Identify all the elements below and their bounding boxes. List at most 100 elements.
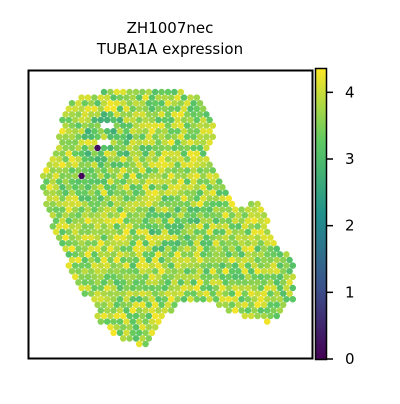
spot bbox=[135, 183, 143, 191]
spot bbox=[107, 99, 114, 107]
spot bbox=[126, 290, 133, 297]
spot bbox=[129, 105, 137, 113]
spot bbox=[91, 172, 98, 180]
spot bbox=[273, 301, 281, 309]
spot bbox=[135, 217, 143, 225]
spot bbox=[100, 245, 108, 253]
spot bbox=[244, 239, 252, 247]
spot bbox=[71, 127, 79, 135]
spot bbox=[103, 284, 111, 292]
spot bbox=[110, 228, 117, 236]
spot bbox=[113, 223, 121, 230]
spot bbox=[100, 167, 108, 174]
spot bbox=[180, 284, 188, 292]
spot bbox=[78, 116, 85, 124]
spot bbox=[145, 290, 153, 297]
spot bbox=[110, 217, 117, 225]
spot bbox=[161, 150, 169, 157]
spot bbox=[193, 105, 201, 113]
spot bbox=[65, 262, 73, 269]
spot bbox=[68, 122, 76, 129]
spot bbox=[110, 284, 117, 292]
spot bbox=[193, 195, 201, 202]
spot bbox=[193, 251, 201, 258]
spot bbox=[283, 284, 290, 292]
spot bbox=[203, 211, 210, 219]
spot bbox=[190, 267, 197, 275]
spot bbox=[100, 200, 108, 208]
spot bbox=[132, 167, 140, 174]
spot bbox=[171, 178, 178, 185]
spot bbox=[260, 245, 268, 253]
spot bbox=[209, 245, 217, 253]
spot bbox=[113, 88, 121, 96]
spot bbox=[241, 223, 249, 230]
spot bbox=[110, 318, 117, 325]
spot bbox=[119, 211, 127, 219]
spot bbox=[212, 239, 220, 247]
spot bbox=[75, 200, 82, 208]
spot bbox=[151, 267, 159, 275]
chart-title-line1: ZH1007nec bbox=[127, 19, 214, 37]
spot bbox=[155, 127, 162, 135]
spot bbox=[174, 284, 181, 292]
spot bbox=[263, 251, 271, 258]
spot bbox=[103, 94, 111, 101]
spot bbox=[94, 290, 101, 297]
spot bbox=[183, 178, 191, 185]
spot bbox=[190, 200, 197, 208]
spot bbox=[190, 133, 197, 141]
spot bbox=[171, 122, 178, 129]
spot bbox=[135, 105, 143, 113]
spot bbox=[91, 161, 98, 169]
spot bbox=[267, 301, 274, 309]
spot bbox=[113, 133, 121, 141]
spot bbox=[68, 234, 76, 241]
spot bbox=[126, 223, 133, 230]
spot bbox=[267, 290, 274, 297]
spot bbox=[247, 290, 255, 297]
spot bbox=[158, 133, 165, 141]
spot bbox=[183, 234, 191, 241]
spot bbox=[81, 245, 89, 253]
spot bbox=[222, 223, 229, 230]
spot bbox=[142, 273, 149, 281]
spot bbox=[187, 273, 194, 281]
spot bbox=[142, 116, 149, 124]
spot bbox=[177, 122, 185, 129]
spot bbox=[187, 150, 194, 157]
spot bbox=[206, 217, 213, 225]
spot bbox=[193, 273, 201, 281]
spot bbox=[225, 217, 233, 225]
spot bbox=[158, 88, 165, 96]
spot bbox=[139, 267, 146, 275]
spot bbox=[193, 217, 201, 225]
spot bbox=[196, 267, 204, 275]
spot bbox=[100, 88, 108, 96]
spot bbox=[212, 206, 220, 213]
spot bbox=[196, 200, 204, 208]
spot bbox=[203, 178, 210, 185]
spot bbox=[71, 228, 79, 236]
spot bbox=[164, 234, 172, 241]
spot bbox=[254, 301, 261, 309]
spot bbox=[267, 312, 274, 320]
spot bbox=[164, 223, 172, 230]
spot bbox=[276, 251, 284, 258]
spot bbox=[139, 133, 146, 141]
spot bbox=[171, 290, 178, 297]
spot bbox=[59, 195, 66, 202]
spot bbox=[148, 150, 156, 157]
spot bbox=[190, 211, 197, 219]
spot bbox=[199, 262, 207, 269]
spot bbox=[148, 273, 156, 281]
spot bbox=[100, 111, 108, 118]
spot bbox=[87, 279, 95, 286]
spot bbox=[183, 133, 191, 141]
spot bbox=[174, 239, 181, 247]
spot bbox=[174, 195, 181, 202]
spot bbox=[119, 144, 127, 152]
spot bbox=[103, 105, 111, 113]
spot bbox=[276, 284, 284, 292]
spot bbox=[183, 256, 191, 264]
